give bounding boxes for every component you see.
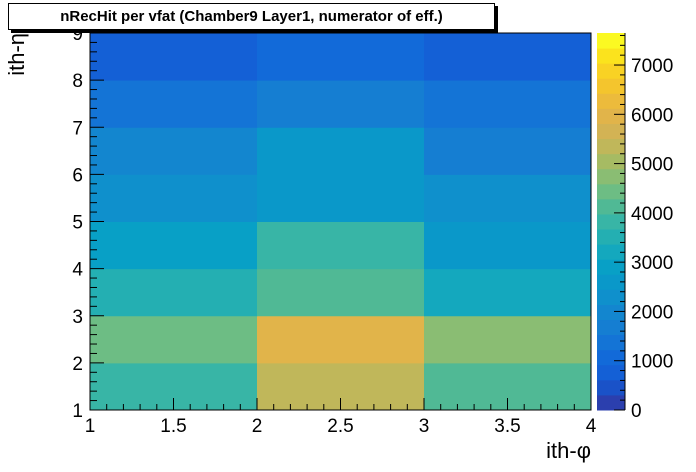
x-tick-label: 3: [419, 416, 430, 437]
color-scale-band: [597, 334, 625, 351]
color-scale-band: [597, 289, 625, 305]
color-scale-band: [597, 229, 625, 245]
color-scale-band: [597, 274, 625, 290]
x-tick-label: 4: [586, 416, 597, 437]
heatmap-cell: [257, 80, 425, 128]
heatmap-cell: [90, 80, 258, 128]
heatmap-cells: [90, 33, 592, 411]
heatmap-cell: [90, 127, 258, 175]
z-tick-label: 1000: [631, 352, 673, 373]
z-tick-label: 3000: [631, 253, 673, 274]
heatmap-cell: [257, 33, 425, 81]
z-tick-label: 6000: [631, 105, 673, 126]
color-scale-band: [597, 259, 625, 275]
heatmap-cell: [424, 268, 592, 317]
color-scale-band: [597, 198, 625, 215]
chart-title: nRecHit per vfat (Chamber9 Layer1, numer…: [8, 3, 495, 30]
color-scale-band: [597, 78, 625, 94]
heatmap-cell: [424, 174, 592, 222]
color-scale-band: [597, 153, 625, 170]
y-tick-label: 2: [72, 354, 83, 375]
z-tick-label: 2000: [631, 302, 673, 323]
y-tick-label: 6: [72, 165, 83, 186]
x-axis-label: ith-φ: [546, 438, 591, 463]
heatmap-cell: [424, 33, 592, 81]
y-tick-label: 3: [72, 307, 83, 328]
color-scale-band: [597, 183, 625, 200]
color-scale-band: [597, 48, 625, 64]
color-scale-band: [597, 304, 625, 321]
y-tick-label: 1: [72, 401, 83, 422]
color-scale-band: [597, 93, 625, 109]
color-scale-band: [597, 349, 625, 366]
heatmap-cell: [424, 127, 592, 175]
color-scale-band: [597, 138, 625, 155]
color-scale-band: [597, 123, 625, 140]
heatmap-cell: [424, 221, 592, 270]
color-scale-band: [597, 364, 625, 381]
heatmap-cell: [90, 268, 258, 317]
color-scale-band: [597, 108, 625, 124]
color-scale-band: [597, 244, 625, 260]
color-scale-band: [597, 379, 625, 396]
heatmap-cell: [257, 174, 425, 222]
y-tick-label: 8: [72, 71, 83, 92]
x-tick-label: 3.5: [494, 416, 520, 437]
x-tick-label: 1: [85, 416, 96, 437]
z-tick-label: 7000: [631, 56, 673, 77]
y-axis: 1 2 3 4 5 6 7 8 9: [72, 24, 104, 422]
color-scale: 0 1000 2000 3000 4000 5000 6000 7000: [597, 33, 673, 422]
heatmap-cell: [424, 315, 592, 364]
x-tick-label: 2.5: [327, 416, 353, 437]
heatmap-cell: [90, 221, 258, 270]
z-tick-label: 0: [631, 401, 642, 422]
heatmap-cell: [424, 80, 592, 128]
z-tick-label: 5000: [631, 155, 673, 176]
heatmap-cell: [257, 127, 425, 175]
x-axis: 1 1.5 2 2.5 3 3.5 4: [85, 398, 597, 437]
heatmap-cell: [257, 315, 425, 364]
heatmap-cell: [90, 315, 258, 364]
z-tick-label: 4000: [631, 204, 673, 225]
y-tick-label: 5: [72, 213, 83, 234]
x-tick-label: 2: [252, 416, 263, 437]
heatmap-cell: [90, 33, 258, 81]
heatmap-cell: [90, 174, 258, 222]
heatmap-cell: [257, 221, 425, 270]
y-tick-label: 9: [72, 24, 83, 45]
color-scale-band: [597, 394, 625, 411]
y-axis-label: ith-η: [4, 33, 29, 76]
color-scale-band: [597, 33, 625, 49]
x-tick-label: 1.5: [160, 416, 186, 437]
y-tick-label: 4: [72, 260, 83, 281]
color-scale-band: [597, 63, 625, 79]
color-scale-band: [597, 168, 625, 185]
color-scale-band: [597, 213, 625, 230]
heatmap-cell: [257, 268, 425, 317]
y-tick-label: 7: [72, 118, 83, 139]
color-scale-band: [597, 319, 625, 336]
